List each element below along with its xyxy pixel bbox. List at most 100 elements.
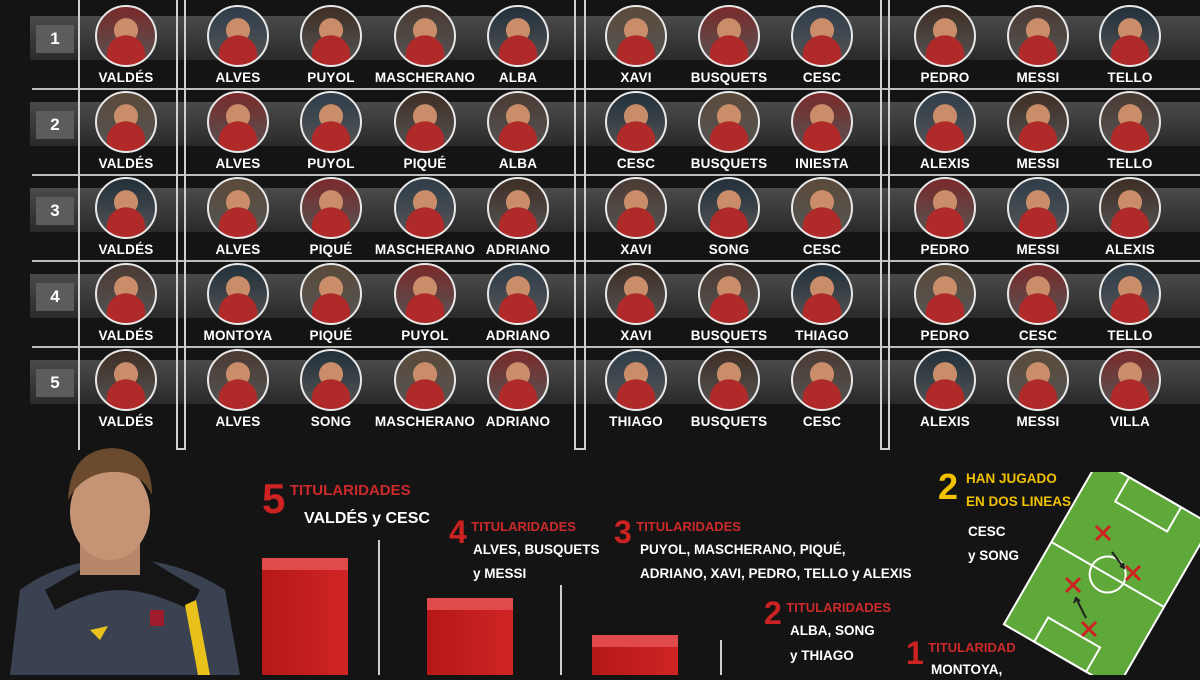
stat-2: 2 TITULARIDADES bbox=[764, 597, 891, 629]
player-photo bbox=[791, 5, 853, 67]
player-name: VALDÉS bbox=[98, 414, 154, 429]
player-name: TELLO bbox=[1107, 328, 1153, 343]
stat-4-label: TITULARIDADES bbox=[471, 519, 576, 534]
pitch-diagram bbox=[1002, 472, 1200, 675]
bar-3-top bbox=[592, 635, 678, 647]
player-photo bbox=[207, 5, 269, 67]
player-photo bbox=[605, 5, 667, 67]
player-photo bbox=[1099, 263, 1161, 325]
bar-divider-2 bbox=[560, 585, 562, 675]
stat-4: 4 TITULARIDADES bbox=[449, 516, 576, 548]
bar-divider-1 bbox=[378, 540, 380, 675]
player-name: ALEXIS bbox=[1105, 242, 1155, 257]
player-photo bbox=[914, 5, 976, 67]
player-card: ALVES bbox=[183, 172, 293, 257]
column-divider-foot bbox=[880, 448, 890, 450]
player-card: BUSQUETS bbox=[674, 258, 784, 343]
player-photo bbox=[914, 91, 976, 153]
player-card: BUSQUETS bbox=[674, 344, 784, 429]
player-name: PEDRO bbox=[920, 242, 970, 257]
player-card: VALDÉS bbox=[71, 258, 181, 343]
player-photo bbox=[95, 5, 157, 67]
player-name: PEDRO bbox=[920, 328, 970, 343]
two-lines-name-2: y SONG bbox=[968, 548, 1020, 563]
player-photo bbox=[487, 263, 549, 325]
player-card: THIAGO bbox=[581, 344, 691, 429]
player-card: PIQUÉ bbox=[276, 172, 386, 257]
player-name: PEDRO bbox=[920, 70, 970, 85]
player-photo bbox=[605, 91, 667, 153]
player-photo bbox=[791, 177, 853, 239]
two-lines-line1: HAN JUGADO bbox=[966, 471, 1057, 486]
player-photo bbox=[1007, 5, 1069, 67]
player-card: ADRIANO bbox=[463, 172, 573, 257]
player-name: ALBA bbox=[498, 156, 538, 171]
stat-5-count: 5 bbox=[262, 475, 286, 522]
lineup-row: 4 VALDÉS MONTOYA PIQUÉ PUYOL ADRIANO XAVI BUSQU… bbox=[0, 258, 1200, 344]
player-photo bbox=[1007, 91, 1069, 153]
player-name: CESC bbox=[802, 242, 842, 257]
two-lines-count: 2 bbox=[938, 466, 959, 507]
player-photo bbox=[300, 91, 362, 153]
player-photo bbox=[1099, 91, 1161, 153]
stat-4-names-1: ALVES, BUSQUETS bbox=[473, 542, 600, 557]
player-photo bbox=[394, 349, 456, 411]
player-name: PUYOL bbox=[401, 328, 449, 343]
stat-4-names-2: y MESSI bbox=[473, 566, 527, 581]
player-card: SONG bbox=[276, 344, 386, 429]
stat-2-names-2: y THIAGO bbox=[790, 648, 854, 663]
two-lines-line2: EN DOS LINEAS bbox=[966, 494, 1072, 509]
player-name: VILLA bbox=[1110, 414, 1150, 429]
player-photo bbox=[207, 263, 269, 325]
player-photo bbox=[95, 177, 157, 239]
player-photo bbox=[207, 91, 269, 153]
bar-4-top bbox=[427, 598, 513, 610]
row-separator bbox=[32, 260, 1200, 262]
player-card: PEDRO bbox=[890, 172, 1000, 257]
player-card: ADRIANO bbox=[463, 344, 573, 429]
column-divider bbox=[574, 0, 576, 450]
player-photo bbox=[487, 177, 549, 239]
stat-1-label: TITULARIDAD bbox=[928, 640, 1016, 655]
player-card: MASCHERANO bbox=[370, 172, 480, 257]
player-card: BUSQUETS bbox=[674, 86, 784, 171]
row-number: 2 bbox=[36, 111, 74, 139]
player-photo bbox=[394, 5, 456, 67]
player-photo bbox=[605, 349, 667, 411]
player-name: MESSI bbox=[1016, 414, 1060, 429]
player-photo bbox=[605, 263, 667, 325]
pitch-arrows bbox=[1073, 551, 1126, 619]
player-name: BUSQUETS bbox=[690, 156, 768, 171]
stat-2-label: TITULARIDADES bbox=[786, 600, 891, 615]
player-card: CESC bbox=[983, 258, 1093, 343]
player-card: MESSI bbox=[983, 86, 1093, 171]
player-name: ALVES bbox=[215, 242, 261, 257]
player-card: MESSI bbox=[983, 172, 1093, 257]
player-card: ALVES bbox=[183, 0, 293, 85]
player-name: MASCHERANO bbox=[374, 414, 476, 429]
player-name: XAVI bbox=[620, 242, 652, 257]
player-card: ALVES bbox=[183, 344, 293, 429]
player-card: VALDÉS bbox=[71, 0, 181, 85]
player-card: ALVES bbox=[183, 86, 293, 171]
stat-3-names-2: ADRIANO, XAVI, PEDRO, TELLO y ALEXIS bbox=[640, 566, 912, 581]
player-name: BUSQUETS bbox=[690, 328, 768, 343]
player-card: ALBA bbox=[463, 86, 573, 171]
player-name: SONG bbox=[708, 242, 750, 257]
lineup-row: 2 VALDÉS ALVES PUYOL PIQUÉ ALBA CESC BUSQUETS IN… bbox=[0, 86, 1200, 172]
column-divider-foot bbox=[176, 448, 186, 450]
player-photo bbox=[487, 91, 549, 153]
player-photo bbox=[698, 263, 760, 325]
stat-3-names-1: PUYOL, MASCHERANO, PIQUÉ, bbox=[640, 542, 846, 557]
player-name: ADRIANO bbox=[485, 414, 551, 429]
player-name: MESSI bbox=[1016, 156, 1060, 171]
player-card: MESSI bbox=[983, 344, 1093, 429]
row-separator bbox=[32, 346, 1200, 348]
player-photo bbox=[1007, 349, 1069, 411]
player-name: INIESTA bbox=[795, 156, 849, 171]
player-photo bbox=[605, 177, 667, 239]
bar-divider-3 bbox=[720, 640, 722, 675]
player-photo bbox=[394, 177, 456, 239]
column-divider bbox=[78, 0, 80, 450]
player-name: XAVI bbox=[620, 328, 652, 343]
